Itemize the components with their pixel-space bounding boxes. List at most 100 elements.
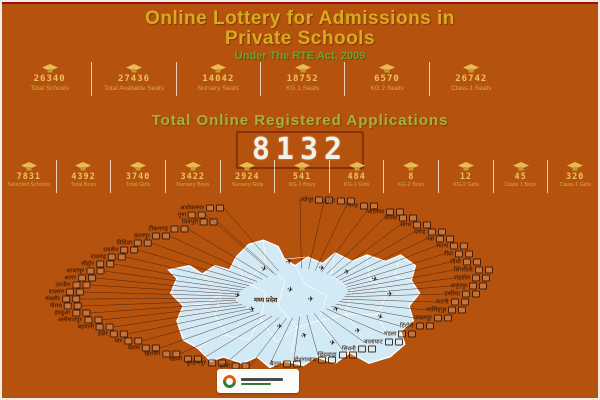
district-label-41: सतना bbox=[436, 242, 469, 250]
district-count-chip bbox=[415, 322, 424, 330]
district-name: रीवा bbox=[444, 251, 453, 257]
district-label-48: मुरैना bbox=[324, 197, 355, 205]
stat-label: KG 1 Seats bbox=[286, 84, 320, 92]
district-label-0: अशोकनगर bbox=[180, 204, 224, 212]
district-label-39: सीधी bbox=[450, 258, 481, 266]
district-label-21: खरगोन bbox=[144, 350, 180, 358]
district-count-chip bbox=[84, 316, 92, 324]
app-stat-0: 7831 Selected Schools bbox=[2, 160, 57, 193]
district-name: हरदा bbox=[219, 363, 230, 369]
district-label-44: सागर bbox=[400, 221, 432, 229]
district-label-33: नरसिंहपुर bbox=[426, 306, 467, 314]
district-label-12: रतलाम bbox=[48, 288, 84, 296]
district-count-chip bbox=[88, 274, 96, 282]
district-label-31: डिंडोरी bbox=[400, 322, 434, 330]
district-label-9: शाजापुर bbox=[66, 267, 104, 275]
stat-value: 26340 bbox=[33, 74, 66, 84]
district-name: सतना bbox=[436, 243, 449, 249]
district-name: पन्ना bbox=[426, 236, 435, 242]
district-name: डिंडोरी bbox=[400, 323, 414, 329]
district-label-28: सिवनी bbox=[342, 345, 376, 353]
stat-value: 484 bbox=[347, 172, 366, 182]
district-label-38: सिंगरौली bbox=[454, 266, 493, 274]
district-name: होशंगाबाद bbox=[294, 357, 316, 363]
seat-stat-1: 27436 Total Available Seats bbox=[92, 62, 177, 97]
district-count-chip bbox=[472, 274, 481, 282]
district-count-chip bbox=[357, 345, 366, 353]
state-name-label: मध्य प्रदेश bbox=[254, 297, 278, 304]
district-count-chip bbox=[184, 355, 192, 363]
district-name: सीधी bbox=[450, 259, 461, 265]
district-name: शिवपुरी bbox=[181, 219, 198, 225]
district-name: रतलाम bbox=[48, 289, 64, 295]
graduation-cap-icon bbox=[41, 64, 58, 73]
applications-breakdown-row: 7831 Selected Schools 4392 Total Boys 3740 To… bbox=[2, 160, 598, 193]
district-count-chip bbox=[327, 356, 336, 364]
district-count-chip bbox=[394, 338, 403, 346]
district-count-chip bbox=[458, 306, 467, 314]
district-count-chip bbox=[484, 266, 493, 274]
district-label-23: बुरहानपुर bbox=[186, 359, 226, 367]
district-count-chip bbox=[325, 196, 334, 204]
district-count-chip bbox=[134, 239, 142, 247]
district-label-43: दमोह bbox=[414, 228, 446, 236]
district-count-chip bbox=[408, 330, 417, 338]
district-count-chip bbox=[76, 288, 84, 296]
seat-stat-2: 14042 Nursery Seats bbox=[177, 62, 261, 97]
graduation-cap-icon bbox=[378, 64, 395, 73]
district-count-chip bbox=[282, 360, 291, 368]
stat-value: 2924 bbox=[235, 172, 260, 182]
district-count-chip bbox=[461, 290, 470, 298]
district-name: खरगोन bbox=[144, 351, 160, 357]
district-name: खंडवा bbox=[168, 356, 182, 362]
district-count-chip bbox=[399, 214, 408, 222]
district-count-chip bbox=[152, 232, 160, 240]
district-count-chip bbox=[427, 228, 436, 236]
stat-label: KG-2 Boys bbox=[398, 182, 425, 189]
logo-text-line bbox=[241, 382, 271, 385]
agency-logo-text-lines bbox=[241, 377, 283, 385]
graduation-cap-icon bbox=[130, 162, 147, 171]
stat-value: 14042 bbox=[202, 74, 235, 84]
district-count-chip bbox=[144, 239, 152, 247]
district-label-1: गुना bbox=[178, 211, 206, 219]
district-count-chip bbox=[317, 356, 326, 364]
agency-logo bbox=[217, 369, 299, 393]
district-label-8: सीहोर bbox=[81, 260, 114, 268]
district-count-chip bbox=[72, 309, 80, 317]
graduation-cap-icon bbox=[294, 64, 311, 73]
district-name: अनूपपुर bbox=[450, 283, 468, 289]
district-label-32: जबलपुर bbox=[414, 314, 452, 322]
district-name: आगर bbox=[64, 275, 76, 281]
district-name: धार bbox=[114, 338, 122, 344]
district-name: अशोकनगर bbox=[180, 205, 204, 211]
district-count-chip bbox=[130, 246, 138, 254]
title-subtitle: Under The RTE Act, 2009 bbox=[234, 49, 366, 62]
district-name: बुरहानपुर bbox=[186, 360, 206, 366]
district-count-chip bbox=[369, 202, 378, 210]
district-name: श्योपुर bbox=[300, 197, 314, 203]
graduation-cap-icon bbox=[463, 64, 480, 73]
district-name: मंडला bbox=[384, 331, 397, 337]
district-count-chip bbox=[210, 218, 218, 226]
svg-text:✈: ✈ bbox=[300, 330, 309, 341]
title-line-1: Online Lottery for Admissions in bbox=[145, 8, 455, 29]
district-count-chip bbox=[462, 258, 471, 266]
stat-value: 6570 bbox=[374, 74, 400, 84]
district-count-chip bbox=[218, 359, 226, 367]
district-label-13: मंदसौर bbox=[45, 295, 80, 303]
district-count-chip bbox=[359, 202, 368, 210]
district-count-chip bbox=[200, 218, 208, 226]
top-accent-bar bbox=[2, 2, 598, 4]
district-count-chip bbox=[367, 345, 376, 353]
svg-text:✈: ✈ bbox=[308, 295, 314, 304]
stat-label: KG-2 Girls bbox=[453, 182, 479, 189]
seat-stat-5: 26742 Class-1 Seats bbox=[430, 62, 513, 96]
district-count-chip bbox=[479, 282, 488, 290]
district-label-6: रायसेन bbox=[103, 246, 138, 254]
seat-stat-0: 26340 Total Schools bbox=[8, 62, 93, 97]
district-count-chip bbox=[74, 302, 82, 310]
total-applications-value: 8132 bbox=[251, 132, 349, 167]
district-label-22: खंडवा bbox=[168, 355, 202, 363]
district-count-chip bbox=[188, 211, 196, 219]
